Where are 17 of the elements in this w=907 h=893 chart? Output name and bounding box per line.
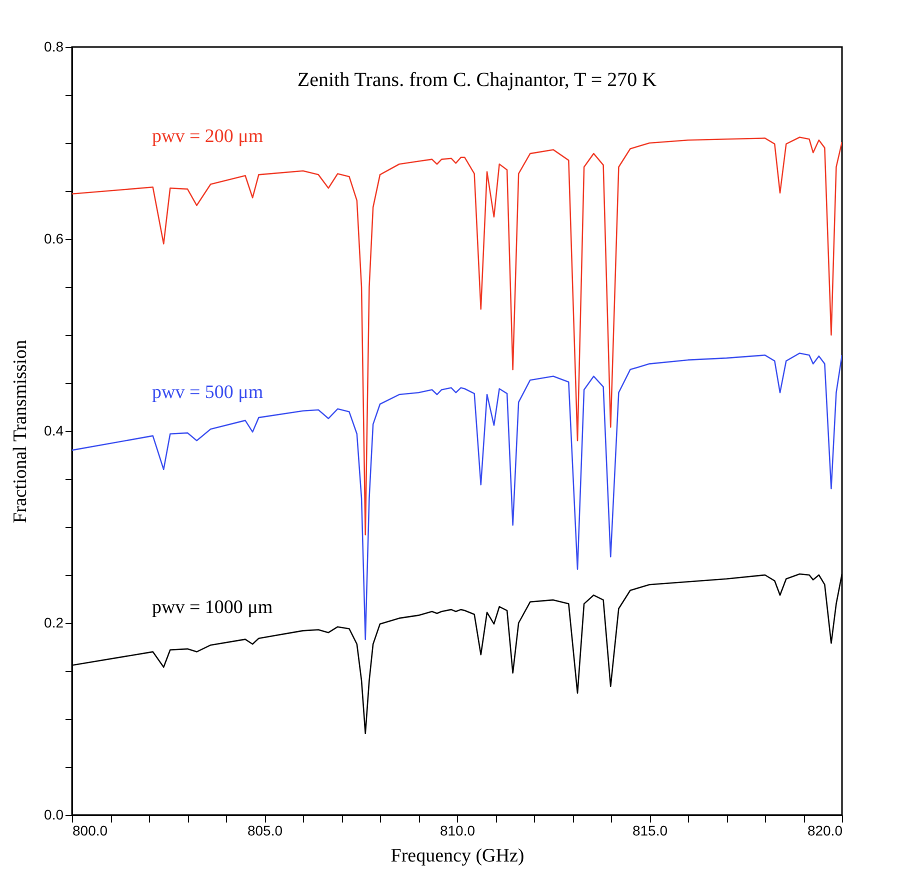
- series-label: pwv = 1000 μm: [152, 597, 273, 618]
- x-tick-label: 810.0: [440, 822, 476, 838]
- y-tick-label: 0.2: [44, 614, 64, 630]
- line-series: [72, 352, 842, 640]
- x-tick-label: 805.0: [247, 822, 283, 838]
- x-axis-title: Frequency (GHz): [390, 846, 524, 866]
- series-label: pwv = 500 μm: [152, 382, 264, 404]
- y-tick-label: 0.4: [44, 422, 64, 438]
- y-axis-title: Fractional Transmission: [10, 339, 32, 524]
- x-tick-label: 820.0: [807, 822, 843, 838]
- y-tick-label: 0.8: [44, 38, 64, 54]
- text: Zenith Trans. from C. Chajnantor, T = 270 K: [297, 69, 658, 91]
- y-tick-label: 0.6: [44, 230, 64, 246]
- x-tick-label: 815.0: [632, 822, 668, 838]
- y-tick-label: 0.0: [44, 806, 64, 822]
- series-label: pwv = 200 μm: [152, 126, 264, 147]
- x-tick-label: 800.0: [72, 822, 108, 838]
